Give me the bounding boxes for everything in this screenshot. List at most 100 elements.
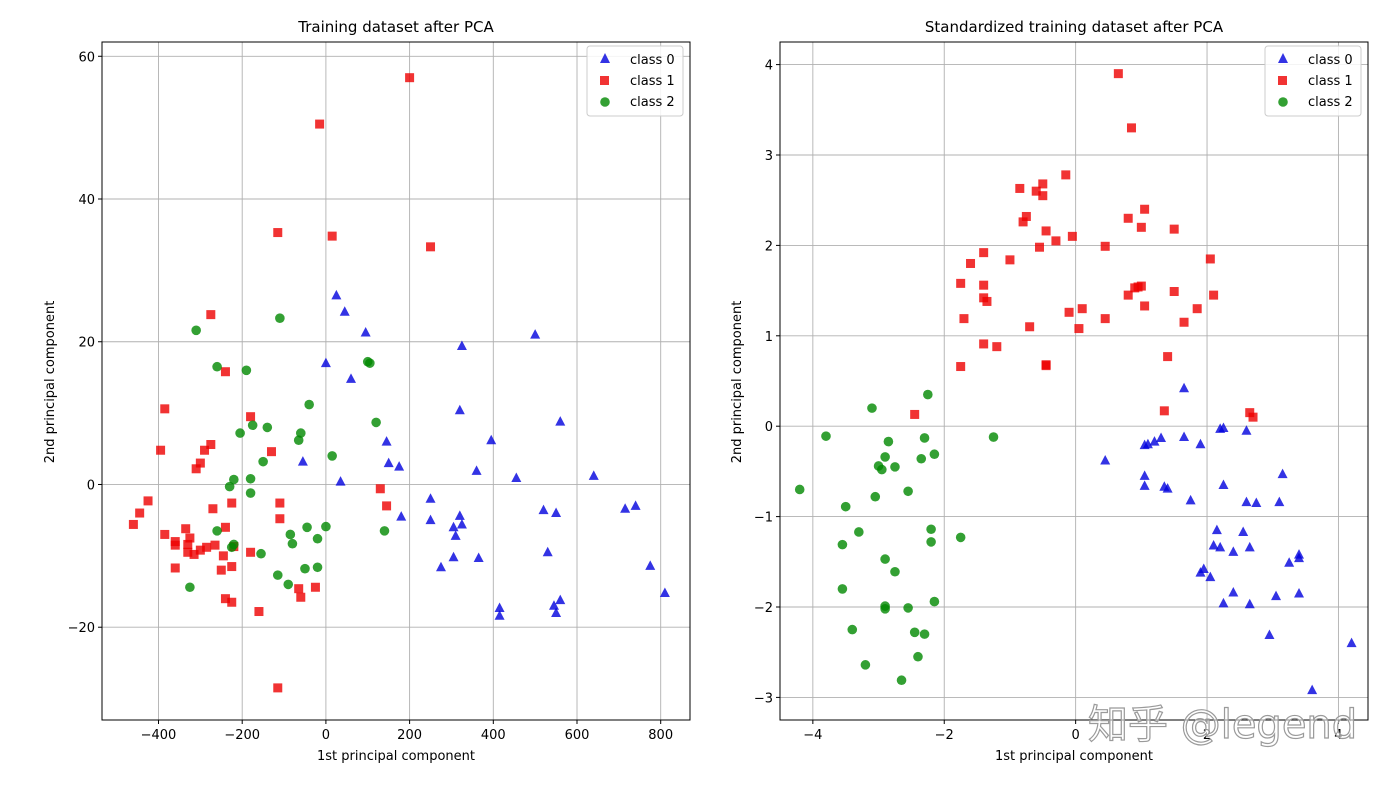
data-point [1307,684,1318,695]
legend-box [1264,45,1362,117]
data-point [448,521,459,532]
data-point [620,503,631,513]
data-point [273,228,283,238]
chart-title: Training dataset after PCA [297,18,494,36]
x-tick-label: −400 [141,728,177,743]
data-point [1038,191,1048,201]
data-point [1211,524,1222,535]
data-point [212,526,222,536]
data-point [1139,439,1150,450]
data-point [1139,470,1150,480]
data-point [955,532,966,543]
data-point [923,389,933,400]
data-point [229,474,239,485]
data-point [1038,179,1048,189]
data-point [1179,317,1189,327]
data-point [426,242,436,252]
data-point [346,373,357,383]
data-point [382,501,392,511]
data-point [473,552,484,562]
data-point [275,514,285,524]
data-point [837,539,848,550]
data-point [454,510,465,520]
legend-square-icon [1278,76,1287,85]
plot-frame [101,41,691,721]
data-point [310,582,320,592]
x-tick-label: 0 [322,728,330,743]
data-point [210,540,220,550]
data-point [555,416,566,426]
data-point [1159,406,1169,416]
legend-box [586,45,684,117]
data-point [913,651,923,662]
data-point [494,602,505,612]
x-tick-label: 2 [1203,728,1211,743]
data-point [929,449,940,460]
x-tick-label: 0 [1072,728,1080,743]
data-point [160,404,170,414]
y-tick-label: 1 [765,330,773,345]
data-point [959,314,969,324]
data-point [435,561,446,572]
data-point [170,540,180,550]
x-tick-label: 400 [481,728,506,743]
data-point [890,462,900,472]
data-point [1100,314,1110,324]
data-point [185,533,195,543]
data-point [870,491,881,502]
data-point [588,470,599,480]
data-point [867,403,877,413]
data-point [1156,432,1167,442]
data-point [1179,382,1190,393]
data-point [929,596,940,607]
grid [102,42,690,720]
data-point [227,597,237,607]
data-point [630,500,641,510]
data-point [1248,412,1258,422]
series-class-2 [794,389,999,686]
data-point [1021,211,1031,221]
data-point [542,546,553,557]
data-point [241,365,252,376]
data-point [979,248,989,258]
data-point [1018,217,1028,227]
data-point [254,607,264,617]
data-point [450,530,461,540]
data-point [448,551,459,562]
data-point [200,445,210,455]
data-point [1218,422,1229,433]
data-point [840,501,851,512]
data-point [1041,226,1051,236]
data-point [183,539,193,549]
x-tick-label: −200 [224,728,260,743]
data-point [405,73,415,83]
data-point [1251,497,1262,508]
data-point [189,549,199,559]
legend: class 0 class 1 class 2 [586,45,684,117]
data-point [375,484,385,494]
chart-standardized-pca: Standardized training dataset after PCA … [730,18,1369,764]
data-point [218,551,228,561]
data-point [456,340,467,351]
chart-training-pca: Training dataset after PCA −400 −200 0 200 4… [43,18,691,764]
data-point [1195,438,1206,449]
data-point [185,582,195,593]
data-point [1136,281,1146,291]
data-point [910,409,920,419]
legend-label-class-2: class 2 [630,95,675,110]
data-point [208,504,218,514]
y-tick-label: −20 [68,621,95,636]
data-point [394,461,405,471]
data-point [966,258,976,268]
data-point [181,524,191,534]
series-class-1 [128,73,436,693]
data-point [1277,468,1288,479]
data-point [456,518,467,529]
x-tick-label: −4 [803,728,822,743]
data-point [659,587,670,597]
data-point [383,457,394,468]
data-point [245,473,256,484]
data-point [227,562,237,572]
data-point [988,432,999,442]
data-point [956,278,966,288]
